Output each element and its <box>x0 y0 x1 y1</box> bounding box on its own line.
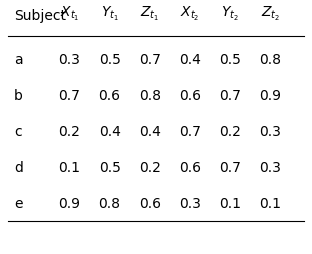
Text: 0.3: 0.3 <box>58 53 80 67</box>
Text: 0.8: 0.8 <box>139 89 161 103</box>
Text: 0.8: 0.8 <box>99 196 121 210</box>
Text: $X_{t_2}$: $X_{t_2}$ <box>180 5 200 23</box>
Text: b: b <box>14 89 23 103</box>
Text: 0.4: 0.4 <box>139 125 161 139</box>
Text: a: a <box>14 53 22 67</box>
Text: 0.7: 0.7 <box>58 89 80 103</box>
Text: 0.7: 0.7 <box>139 53 161 67</box>
Text: 0.3: 0.3 <box>179 196 201 210</box>
Text: 0.8: 0.8 <box>259 53 281 67</box>
Text: 0.1: 0.1 <box>58 161 80 174</box>
Text: 0.2: 0.2 <box>219 125 241 139</box>
Text: 0.4: 0.4 <box>179 53 201 67</box>
Text: 0.3: 0.3 <box>260 125 281 139</box>
Text: $Y_{t_2}$: $Y_{t_2}$ <box>221 5 239 23</box>
Text: d: d <box>14 161 23 174</box>
Text: e: e <box>14 196 22 210</box>
Text: 0.7: 0.7 <box>219 89 241 103</box>
Text: 0.6: 0.6 <box>179 89 201 103</box>
Text: 0.2: 0.2 <box>58 125 80 139</box>
Text: 0.5: 0.5 <box>99 161 120 174</box>
Text: 0.6: 0.6 <box>139 196 161 210</box>
Text: 0.9: 0.9 <box>58 196 80 210</box>
Text: 0.9: 0.9 <box>259 89 281 103</box>
Text: 0.7: 0.7 <box>219 161 241 174</box>
Text: $Y_{t_1}$: $Y_{t_1}$ <box>101 5 119 23</box>
Text: 0.6: 0.6 <box>99 89 121 103</box>
Text: 0.5: 0.5 <box>99 53 120 67</box>
Text: c: c <box>14 125 22 139</box>
Text: 0.1: 0.1 <box>219 196 241 210</box>
Text: $Z_{t_1}$: $Z_{t_1}$ <box>140 5 159 23</box>
Text: 0.6: 0.6 <box>179 161 201 174</box>
Text: 0.2: 0.2 <box>139 161 161 174</box>
Text: $Z_{t_2}$: $Z_{t_2}$ <box>261 5 280 23</box>
Text: 0.5: 0.5 <box>219 53 241 67</box>
Text: $X_{t_1}$: $X_{t_1}$ <box>60 5 79 23</box>
Text: 0.7: 0.7 <box>179 125 201 139</box>
Text: 0.3: 0.3 <box>260 161 281 174</box>
Text: 0.4: 0.4 <box>99 125 120 139</box>
Text: 0.1: 0.1 <box>259 196 281 210</box>
Text: Subject: Subject <box>14 9 66 23</box>
